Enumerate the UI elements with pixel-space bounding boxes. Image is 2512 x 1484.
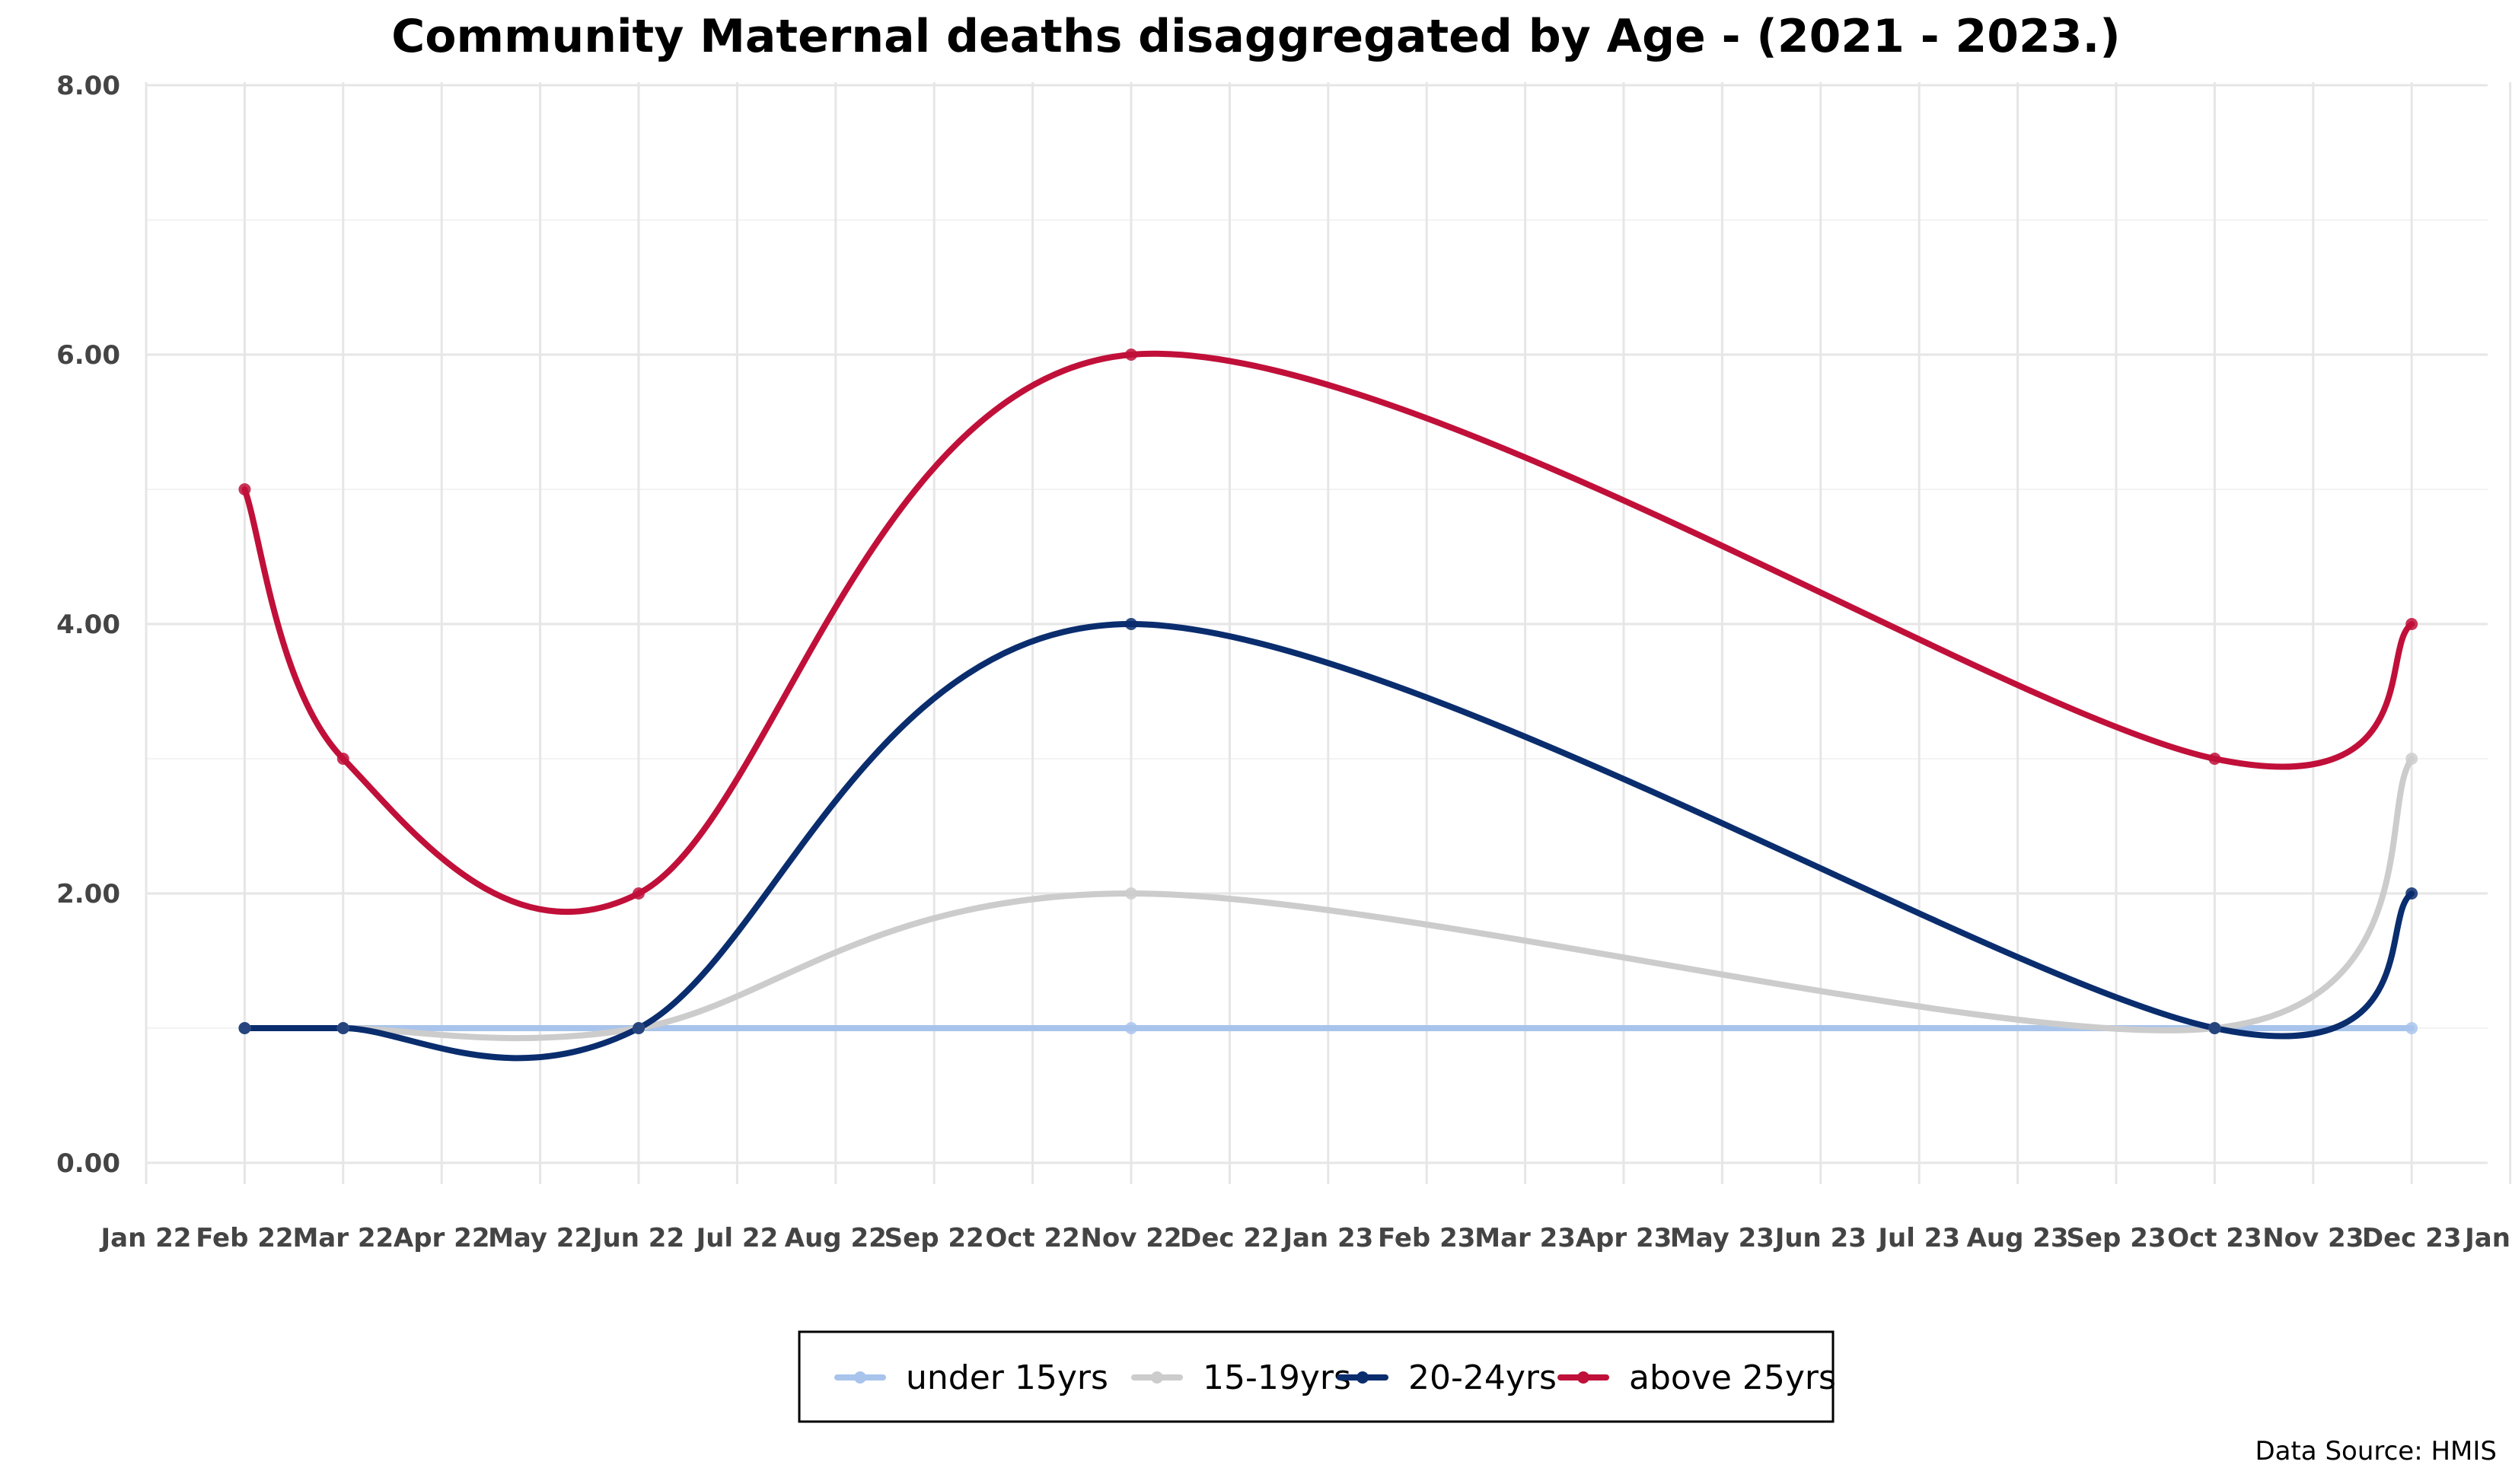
data-point-15-19yrs (2405, 753, 2418, 765)
x-tick-label: Apr 22 (394, 1223, 490, 1253)
legend-box (798, 1330, 1835, 1423)
chart-title: Community Maternal deaths disaggregated … (391, 10, 2120, 63)
y-tick-label: 2.00 (56, 879, 120, 909)
legend-marker-above-25yrs (1577, 1371, 1589, 1384)
x-tick-label: Jun 23 (1774, 1223, 1866, 1253)
y-tick-label: 8.00 (56, 71, 120, 101)
x-tick-label: Mar 23 (1474, 1223, 1576, 1253)
data-point-20-24yrs (633, 1022, 645, 1034)
legend-label-above-25yrs: above 25yrs (1629, 1358, 1836, 1397)
x-tick-label: Jan 23 (1281, 1223, 1373, 1253)
series-line-20-24yrs (241, 621, 2415, 1062)
x-tick-label: Jun 22 (591, 1223, 684, 1253)
data-point-20-24yrs (336, 1022, 349, 1034)
x-tick-label: Oct 22 (985, 1223, 1079, 1253)
x-tick-label: Feb 23 (1378, 1223, 1475, 1253)
x-tick-label: Jan 22 (100, 1223, 192, 1253)
legend-items: under 15yrs 15-19yrs 20-24yrs above 25yrs (834, 1358, 1836, 1397)
x-tick-label: Sep 23 (2066, 1223, 2166, 1253)
x-tick-label: Jul 22 (695, 1223, 779, 1253)
legend-marker-15-19yrs (1151, 1371, 1163, 1384)
x-tick-label: Dec 22 (1180, 1223, 1280, 1253)
data-point-above-25yrs (1125, 349, 1137, 361)
x-tick-label: Nov 22 (1080, 1223, 1181, 1253)
legend-marker-under-15yrs (854, 1371, 866, 1384)
y-axis-ticks: 0.00 2.00 4.00 6.00 8.00 (56, 71, 120, 1179)
y-tick-label: 0.00 (56, 1148, 120, 1179)
x-tick-label: Dec 23 (2362, 1223, 2462, 1253)
x-tick-label: Aug 22 (785, 1223, 887, 1253)
y-tick-label: 6.00 (56, 340, 120, 371)
x-tick-label: Jan 24 (2463, 1223, 2512, 1253)
data-point-under-15yrs (1125, 1022, 1137, 1034)
data-point-20-24yrs (2208, 1022, 2221, 1034)
x-tick-label: Apr 23 (1576, 1223, 1672, 1253)
data-point-above-25yrs (336, 753, 349, 765)
data-source: Data Source: HMIS (2255, 1436, 2497, 1466)
data-point-20-24yrs (238, 1022, 251, 1034)
data-point-above-25yrs (2405, 618, 2418, 630)
y-tick-label: 4.00 (56, 610, 120, 640)
data-point-under-15yrs (2405, 1022, 2418, 1034)
legend-marker-20-24yrs (1356, 1371, 1369, 1384)
data-point-20-24yrs (2405, 887, 2418, 900)
x-tick-label: Nov 23 (2262, 1223, 2364, 1253)
data-point-20-24yrs (1125, 618, 1137, 630)
series-line-15-19yrs (241, 756, 2415, 1042)
legend: under 15yrs 15-19yrs 20-24yrs above 25yrs (798, 1330, 1836, 1423)
data-point-above-25yrs (238, 483, 251, 495)
x-tick-label: Sep 22 (885, 1223, 984, 1253)
data-point-above-25yrs (633, 887, 645, 900)
x-tick-label: Mar 22 (292, 1223, 394, 1253)
legend-label-under-15yrs: under 15yrs (906, 1358, 1108, 1397)
x-tick-label: Oct 23 (2167, 1223, 2262, 1253)
x-tick-label: May 22 (488, 1223, 592, 1253)
x-tick-label: May 23 (1670, 1223, 1774, 1253)
data-point-15-19yrs (1125, 887, 1137, 900)
x-tick-label: Jul 23 (1876, 1223, 1960, 1253)
series-points (238, 349, 2418, 1034)
x-tick-label: Aug 23 (1967, 1223, 2069, 1253)
data-point-above-25yrs (2208, 753, 2221, 765)
x-tick-label: Feb 22 (196, 1223, 293, 1253)
legend-label-20-24yrs: 20-24yrs (1408, 1358, 1557, 1397)
grid (145, 82, 2512, 1184)
legend-label-15-19yrs: 15-19yrs (1203, 1358, 1351, 1397)
